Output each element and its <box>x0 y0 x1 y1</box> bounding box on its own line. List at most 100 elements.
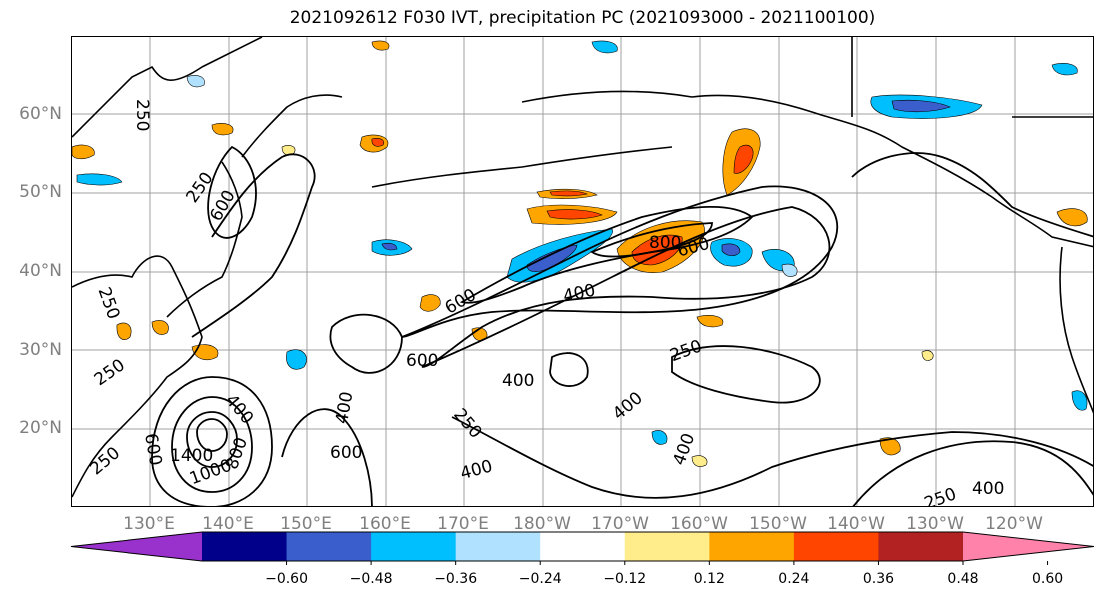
colorbar-tick-label: −0.48 <box>349 571 393 587</box>
precip-blob-positive <box>211 123 234 136</box>
ivt-contour <box>171 396 253 493</box>
ivt-contour <box>207 145 257 239</box>
precip-blob-negative <box>651 430 668 445</box>
lat-label-60n: 60°N <box>19 104 62 124</box>
precip-blob-positive <box>371 40 390 51</box>
figure-title: 2021092612 F030 IVT, precipitation PC (2… <box>289 8 876 28</box>
precip-blob-negative <box>591 40 618 54</box>
colorbar-bin <box>286 532 372 561</box>
precip-blob-positive <box>921 350 934 361</box>
precip-blob-positive <box>191 344 219 360</box>
colorbar-bin <box>455 532 541 561</box>
coastline-alaska <box>521 90 1093 248</box>
lon-label-150w: 150°W <box>749 514 807 534</box>
coastline-kamchatka <box>241 94 343 158</box>
precip-blob-negative <box>286 349 307 370</box>
colorbar-cells <box>70 531 1095 565</box>
lon-label-150e: 150°E <box>280 514 332 534</box>
precip-blob-negative <box>1051 63 1078 76</box>
colorbar-tick-label: −0.24 <box>518 571 562 587</box>
ivt-contour <box>196 418 228 452</box>
precip-blob-positive <box>151 320 169 335</box>
lon-label-140e: 140°E <box>202 514 254 534</box>
colorbar-bin <box>624 532 710 561</box>
colorbar-extend-max <box>963 532 1094 561</box>
colorbar-bin <box>371 532 457 561</box>
contour-label: 1400 <box>170 446 213 466</box>
precip-blob-negative <box>721 243 741 256</box>
coastlines <box>72 37 1093 498</box>
ivt-contour <box>421 206 831 368</box>
precipitation-shading <box>72 40 1088 467</box>
lat-label-30n: 30°N <box>19 340 62 360</box>
ivt-contour <box>852 440 1093 506</box>
ivt-contour <box>186 411 238 468</box>
precip-blob-positive <box>631 234 683 266</box>
ivt-contour <box>851 152 1093 238</box>
precip-blob-negative <box>891 99 951 113</box>
precip-blob-negative <box>781 263 798 277</box>
precip-blob-positive <box>696 315 724 328</box>
lon-label-160w: 160°W <box>670 514 728 534</box>
coastline-north-america <box>851 37 1093 414</box>
colorbar-tick-label: 0.12 <box>693 571 725 587</box>
precip-blob-positive <box>1056 208 1088 227</box>
precip-blob-positive <box>116 322 132 340</box>
ivt-contour <box>549 352 589 387</box>
precip-blob-positive <box>733 144 754 174</box>
lon-label-130e: 130°E <box>123 514 175 534</box>
coastline-japan <box>166 161 243 318</box>
precip-blob-positive <box>546 209 603 220</box>
colorbar-tick-label: 0.24 <box>778 571 810 587</box>
colorbar-tick-label: 0.48 <box>947 571 979 587</box>
ivt-contour <box>191 153 316 338</box>
lon-label-160e: 160°E <box>359 514 411 534</box>
colorbar-outline <box>70 531 1095 562</box>
colorbar-bin <box>540 532 626 561</box>
colorbar-bin <box>878 532 964 561</box>
precip-blob-negative <box>381 242 398 251</box>
precip-blob-positive <box>281 145 296 156</box>
contour-label: 400 <box>502 371 534 391</box>
colorbar-tick-label: −0.60 <box>265 571 308 587</box>
contour-label: 250 <box>132 99 152 131</box>
contour-label: 800 <box>649 233 681 253</box>
lon-label-140w: 140°W <box>827 514 885 534</box>
colorbar-bin <box>793 532 879 561</box>
precip-blob-positive <box>549 190 589 197</box>
contour-label: 600 <box>330 443 362 463</box>
ivt-contour <box>590 222 713 258</box>
lon-label-120w: 120°W <box>985 514 1043 534</box>
ivt-contours <box>151 145 1093 506</box>
ivt-contour <box>671 345 821 404</box>
lon-label-130w: 130°W <box>906 514 964 534</box>
precip-blob-negative <box>1071 390 1088 411</box>
lon-label-170e: 170°E <box>437 514 489 534</box>
lat-label-20n: 20°N <box>19 418 62 438</box>
ivt-contour <box>451 416 1093 499</box>
colorbar-tick-label: 0.60 <box>1031 571 1064 587</box>
contour-label: 400 <box>972 479 1004 499</box>
precip-blob-negative <box>186 75 205 88</box>
ivt-contour <box>459 205 754 304</box>
colorbar-extend-min <box>71 532 202 561</box>
colorbar-bin <box>709 532 795 561</box>
colorbar-bin <box>202 532 288 561</box>
precip-blob-negative <box>526 244 578 272</box>
ivt-contour <box>151 376 273 506</box>
map-canvas: 250 250 250 250 250 250 250 250 400 400 … <box>72 37 1093 506</box>
precip-blob-positive <box>879 437 901 456</box>
coastline-asia <box>72 37 263 498</box>
ivt-contour <box>281 313 403 506</box>
precip-blob-positive <box>72 144 95 160</box>
lon-label-170w: 170°W <box>591 514 649 534</box>
colorbar-tick-label: −0.12 <box>603 571 647 587</box>
map-panel: 250 250 250 250 250 250 250 250 400 400 … <box>71 36 1094 507</box>
contour-label: 600 <box>406 351 438 371</box>
colorbar-tick-label: −0.36 <box>434 571 478 587</box>
colorbar-tick-label: 0.36 <box>862 571 895 587</box>
precip-blob-positive <box>419 294 441 312</box>
lon-label-180w: 180°W <box>513 514 571 534</box>
lat-label-40n: 40°N <box>19 261 62 281</box>
